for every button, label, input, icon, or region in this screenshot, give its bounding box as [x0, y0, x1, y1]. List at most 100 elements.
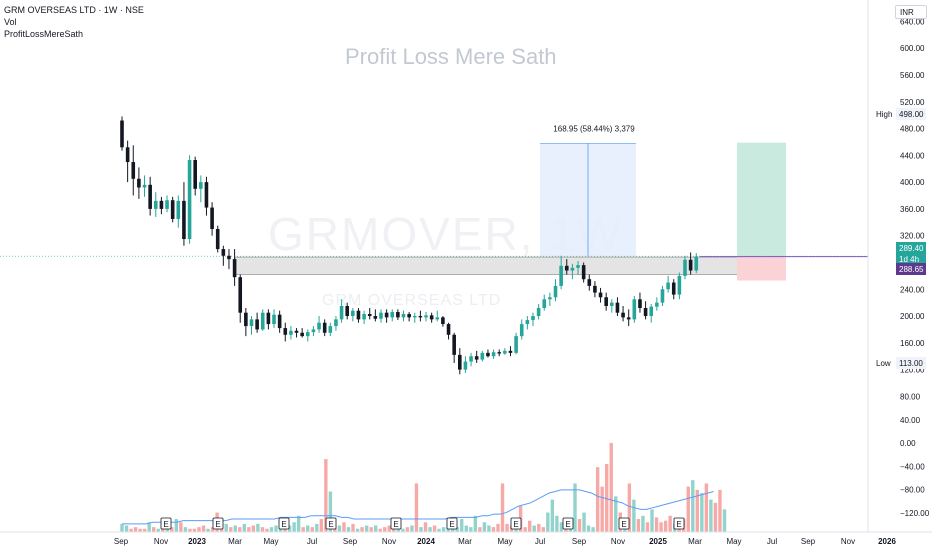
candle-body	[328, 326, 333, 333]
volume-bar	[559, 522, 564, 532]
time-tick-label: Nov	[154, 537, 168, 546]
volume-bar	[695, 489, 700, 532]
earnings-marker	[618, 517, 630, 530]
volume-bar	[722, 509, 727, 532]
volume-bar	[346, 527, 351, 532]
volume-bar	[210, 527, 215, 532]
candle-body	[621, 312, 625, 318]
candle-body	[677, 275, 682, 295]
candle-body	[407, 314, 411, 318]
volume-bar	[170, 527, 174, 532]
time-tick-label: Nov	[841, 537, 855, 546]
candle-body	[418, 316, 423, 318]
earnings-marker-label: E	[163, 520, 168, 529]
volume-bar	[591, 527, 595, 532]
candle-body	[289, 330, 293, 335]
volume-bar	[133, 527, 138, 532]
volume-bar	[650, 509, 654, 532]
candle-body	[170, 200, 175, 219]
volume-bar	[654, 517, 659, 532]
currency-button[interactable]: INR	[895, 5, 927, 19]
candle-body	[458, 354, 462, 370]
candle-body	[559, 265, 563, 286]
low-marker-value: 113.00	[899, 359, 923, 368]
candle-body	[227, 255, 231, 260]
volume-bar	[432, 525, 437, 532]
candle-body	[351, 310, 355, 317]
volume-tick-label: 40.00	[900, 416, 921, 425]
volume-tick-label: 0.00	[900, 439, 916, 448]
candle-body	[655, 302, 659, 307]
candle-body	[649, 306, 654, 317]
candle-body	[153, 200, 158, 209]
candle-body	[401, 314, 406, 318]
volume-bar	[718, 489, 722, 532]
candle-body	[283, 328, 288, 335]
volume-bar	[206, 528, 210, 532]
volume-tick-label: −40.00	[900, 462, 925, 471]
volume-bar	[428, 527, 432, 532]
prev-price-value: 288.65	[899, 265, 924, 274]
volume-bar	[351, 523, 355, 532]
volume-bar	[287, 525, 292, 532]
volume-bar	[183, 527, 188, 532]
candle-body	[486, 352, 490, 357]
price-tick-label: 440.00	[900, 151, 925, 160]
target-zone	[737, 142, 786, 257]
candle-body	[305, 332, 310, 337]
volume-legend[interactable]: Vol	[4, 17, 17, 27]
volume-bar	[573, 483, 577, 532]
measure-label: 168.95 (58.44%) 3,379	[553, 124, 635, 133]
candle-body	[626, 317, 631, 320]
volume-bar	[197, 527, 201, 532]
time-tick-label: May	[497, 537, 512, 546]
candle-body	[277, 314, 282, 329]
time-tick-label: Sep	[114, 537, 129, 546]
candle-body	[497, 352, 502, 354]
volume-bar	[532, 525, 536, 532]
volume-bar	[161, 528, 165, 532]
time-tick-label: Mar	[688, 537, 702, 546]
time-axis[interactable]: Sep Nov 2023 Mar May Jul Sep Nov 2024 Mar May Jul Se…	[0, 531, 932, 546]
candle-body	[581, 265, 586, 280]
candle-body	[232, 259, 237, 278]
earnings-marker-label: E	[393, 520, 398, 529]
price-axis[interactable]: 640.00 600.00 560.00 520.00 480.00 440.00 400.…	[867, 0, 930, 532]
candle-body	[182, 200, 186, 240]
candle-body	[446, 324, 451, 335]
volume-bar	[691, 480, 695, 532]
candle-body	[210, 207, 214, 229]
volume-bar	[627, 483, 632, 532]
earnings-marker	[390, 517, 402, 530]
candle-body	[390, 312, 395, 318]
high-marker-value: 498.00	[899, 110, 924, 119]
volume-bar	[360, 527, 364, 532]
volume-bar	[142, 528, 147, 532]
candle-body	[362, 314, 366, 320]
volume-bar	[401, 528, 405, 532]
volume-bar	[713, 502, 718, 532]
volume-tick-label: 80.00	[900, 393, 921, 402]
price-tick-label: 600.00	[900, 44, 925, 53]
candle-body	[688, 259, 693, 271]
high-marker-badge	[896, 108, 926, 120]
candle-body	[604, 297, 608, 306]
indicator-legend[interactable]: ProfitLossMereSath	[4, 29, 84, 39]
candle-body	[120, 120, 124, 148]
candle-body	[542, 299, 547, 308]
price-tick-label: 320.00	[900, 232, 925, 241]
volume-bar	[224, 523, 228, 532]
volume-bar	[595, 467, 600, 532]
volume-bar	[636, 519, 641, 532]
volume-bar	[482, 522, 487, 532]
volume-bar	[337, 525, 342, 532]
candle-body	[238, 277, 243, 313]
candle-body	[199, 182, 203, 189]
time-tick-label: Jul	[535, 537, 545, 546]
volume-bar	[441, 527, 446, 532]
symbol-title[interactable]: GRM OVERSEAS LTD · 1W · NSE	[4, 5, 144, 15]
high-marker-label: High	[876, 110, 892, 119]
volume-bar	[355, 528, 360, 532]
